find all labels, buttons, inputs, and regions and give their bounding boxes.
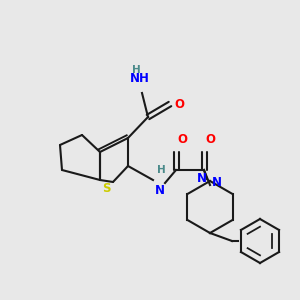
Text: N: N (155, 184, 165, 197)
Text: H: H (157, 165, 166, 175)
Text: O: O (174, 98, 184, 110)
Text: H: H (132, 65, 140, 75)
Text: O: O (177, 133, 187, 146)
Text: N: N (197, 172, 207, 185)
Text: S: S (102, 182, 110, 194)
Text: NH: NH (130, 72, 150, 85)
Text: N: N (212, 176, 222, 190)
Text: O: O (205, 133, 215, 146)
